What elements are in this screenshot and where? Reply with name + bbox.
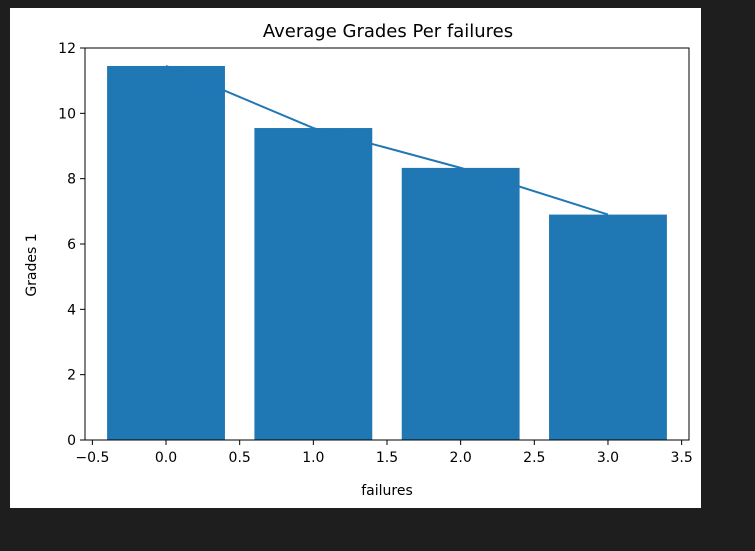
chart-title: Average Grades Per failures — [263, 21, 513, 42]
x-tick-label: 3.5 — [671, 450, 693, 466]
y-tick-label: 6 — [67, 237, 76, 253]
chart-svg: Average Grades Per failures −0.5 0.0 0.5 1.… — [24, 21, 693, 499]
y-tick-label: 12 — [58, 41, 76, 57]
y-tick-label: 4 — [67, 302, 76, 318]
x-tick-label: 0.5 — [229, 450, 251, 466]
bar — [107, 65, 225, 440]
y-axis-label: Grades 1 — [24, 233, 40, 296]
chart-figure: Average Grades Per failures −0.5 0.0 0.5 1.… — [10, 8, 701, 508]
y-tick-label: 10 — [58, 106, 76, 122]
x-tick-label: 3.0 — [597, 450, 619, 466]
x-tick-label: 1.0 — [302, 450, 324, 466]
trend-line — [165, 65, 609, 216]
y-tick-label: 0 — [67, 433, 76, 449]
x-tick-label: 1.5 — [376, 450, 398, 466]
bar — [254, 128, 373, 440]
x-tick-label: 0.0 — [155, 450, 177, 466]
bar — [401, 167, 520, 441]
plot-area: −0.5 0.0 0.5 1.0 1.5 2.0 2.5 3.0 3.5 0 2 4 6 8 10 12 — [58, 41, 693, 466]
bar — [549, 214, 667, 440]
y-tick-label: 8 — [67, 172, 76, 188]
x-tick-label: 2.0 — [450, 450, 472, 466]
x-tick-label: −0.5 — [75, 450, 109, 466]
x-axis-label: failures — [361, 483, 413, 499]
y-tick-label: 2 — [67, 368, 76, 384]
x-tick-label: 2.5 — [523, 450, 545, 466]
